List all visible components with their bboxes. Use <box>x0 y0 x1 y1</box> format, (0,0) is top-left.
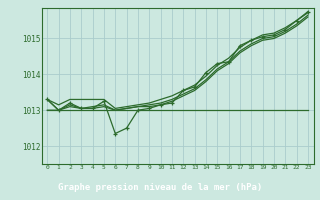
Text: Graphe pression niveau de la mer (hPa): Graphe pression niveau de la mer (hPa) <box>58 182 262 192</box>
